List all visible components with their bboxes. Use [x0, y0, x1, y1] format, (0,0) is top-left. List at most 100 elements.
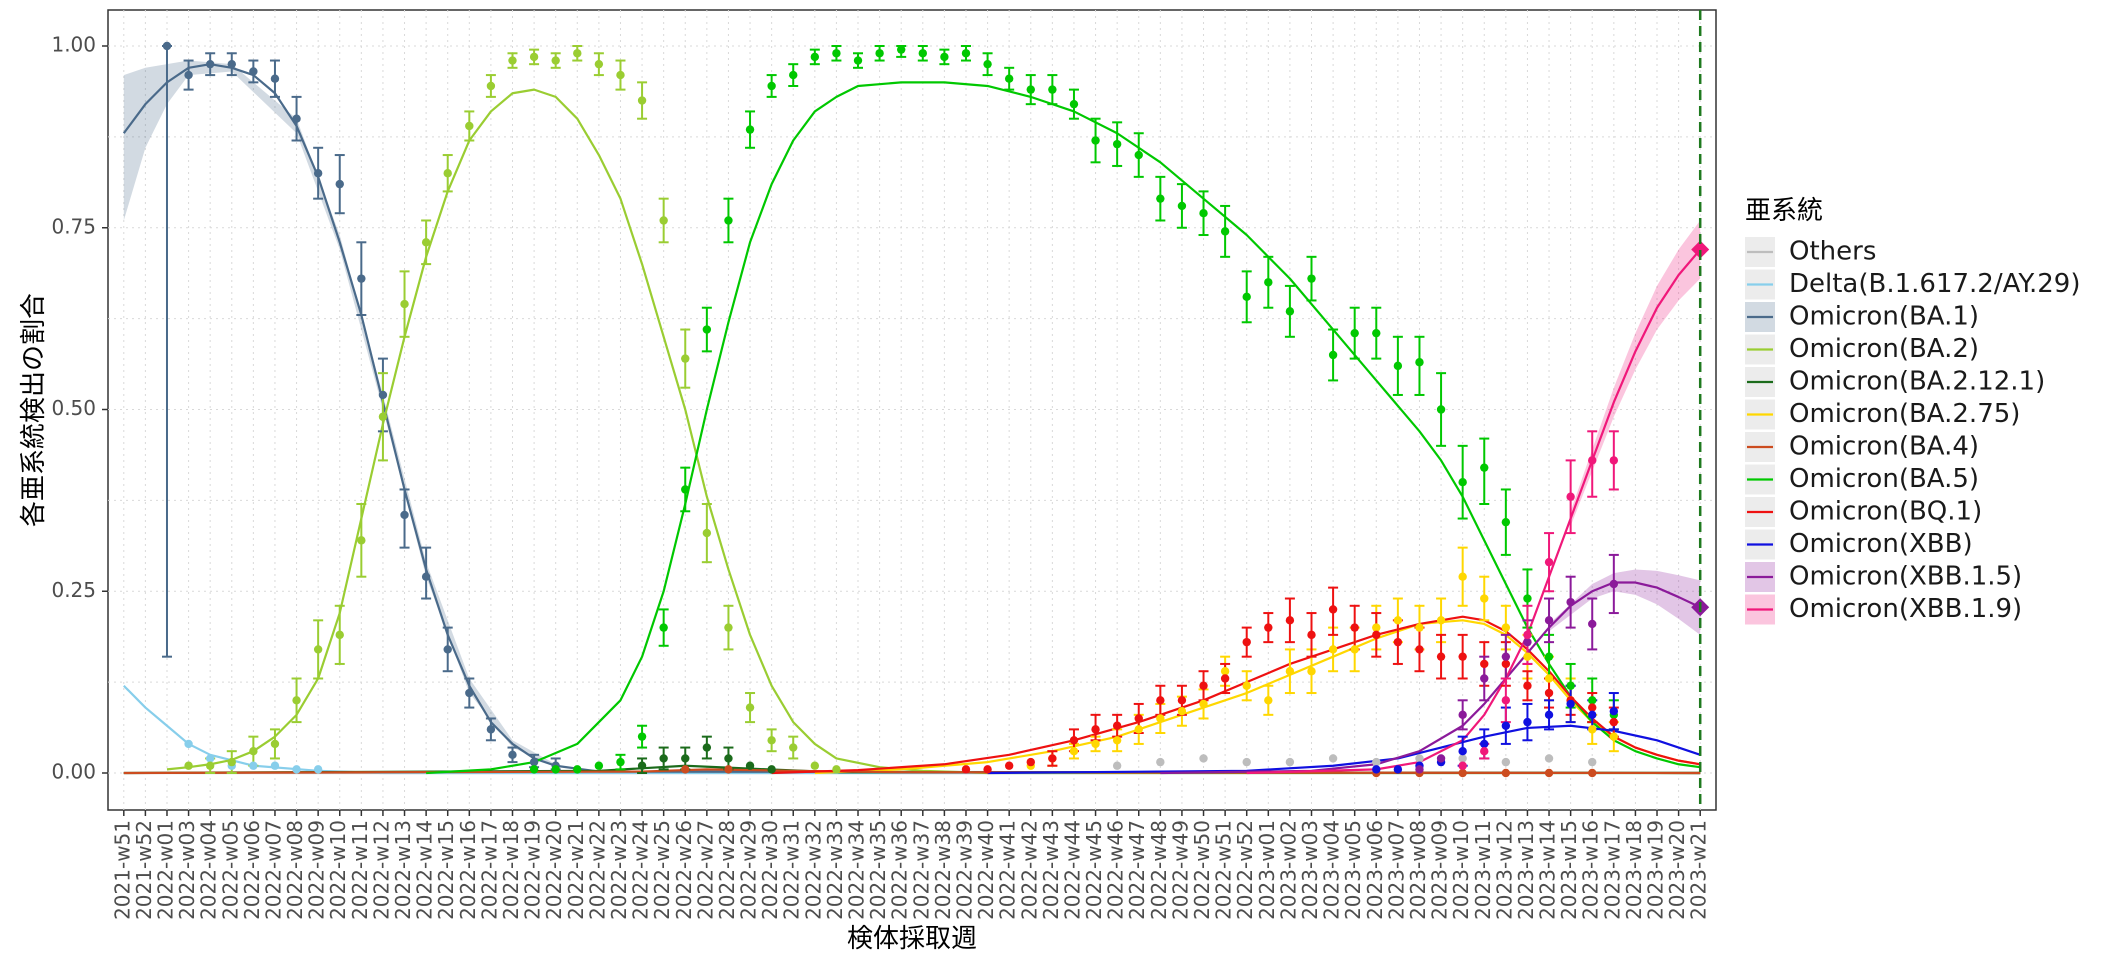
data-point: [529, 765, 539, 774]
x-tick-label: 2022-w04: [197, 820, 221, 920]
data-point: [313, 169, 323, 178]
x-tick-label: 2023-w07: [1384, 820, 1408, 920]
data-point: [1372, 765, 1381, 774]
data-point: [270, 739, 280, 749]
x-tick-label: 2023-w19: [1644, 820, 1668, 920]
data-point: [1134, 150, 1143, 160]
data-point: [1285, 307, 1295, 316]
x-tick-label: 2022-w14: [413, 820, 437, 920]
data-point: [313, 645, 323, 654]
data-point: [1069, 746, 1079, 756]
data-point: [1480, 746, 1489, 756]
data-point: [616, 70, 625, 80]
data-point: [1436, 616, 1446, 625]
x-tick-label: 2022-w41: [996, 820, 1020, 920]
data-point: [1393, 616, 1403, 625]
data-point: [1156, 194, 1165, 203]
data-point: [1199, 699, 1208, 709]
x-tick-label: 2022-w08: [283, 820, 307, 920]
data-point: [659, 216, 668, 225]
data-point: [1544, 768, 1554, 778]
data-point: [1523, 594, 1532, 603]
data-point: [443, 645, 452, 654]
data-point: [1415, 645, 1424, 654]
data-point: [961, 765, 971, 774]
data-point: [1328, 605, 1338, 614]
data-point: [810, 761, 820, 770]
data-point: [1523, 717, 1532, 727]
x-tick-label: 2022-w51: [1212, 820, 1236, 920]
data-point: [1588, 710, 1597, 720]
x-tick-label: 2022-w47: [1125, 820, 1149, 920]
data-point: [1588, 757, 1597, 767]
data-point: [1004, 74, 1014, 83]
data-point: [1458, 768, 1467, 778]
x-tick-label: 2022-w48: [1147, 820, 1171, 920]
data-point: [940, 52, 949, 62]
data-point: [1156, 696, 1165, 705]
data-point: [357, 536, 366, 545]
data-point: [1199, 681, 1208, 690]
data-point: [1523, 681, 1532, 690]
data-point: [637, 761, 647, 770]
data-point: [1458, 761, 1467, 770]
data-point: [162, 41, 172, 51]
x-tick-label: 2022-w18: [499, 820, 523, 920]
x-tick-label: 2022-w46: [1104, 820, 1128, 920]
data-point: [1544, 674, 1554, 683]
data-point: [1566, 681, 1575, 690]
x-tick-label: 2023-w12: [1492, 820, 1516, 920]
data-point: [1220, 667, 1230, 676]
data-point: [1328, 645, 1338, 654]
axes: 0.000.250.500.751.002021-w512021-w522022…: [51, 10, 1711, 920]
fitted-line: [166, 88, 1701, 775]
data-point: [1415, 754, 1424, 763]
data-point: [1307, 630, 1316, 640]
x-tick-label: 2022-w11: [348, 820, 372, 920]
x-tick-label: 2022-w01: [153, 820, 177, 920]
data-point: [1501, 696, 1511, 705]
data-point: [1328, 754, 1338, 763]
data-point: [702, 528, 712, 538]
data-point: [1372, 630, 1381, 640]
x-tick-label: 2023-w18: [1622, 820, 1646, 920]
data-point: [249, 67, 258, 76]
data-point: [1458, 754, 1467, 763]
data-point: [1480, 739, 1489, 749]
data-point: [832, 49, 841, 58]
x-tick-label: 2022-w45: [1082, 820, 1106, 920]
data-point: [1436, 652, 1446, 661]
data-point: [983, 765, 992, 774]
legend-label: Omicron(BA.4): [1789, 432, 1979, 462]
data-point: [529, 757, 539, 767]
x-tick-label: 2022-w19: [521, 820, 545, 920]
x-tick-label: 2022-w37: [909, 820, 933, 920]
y-tick-label: 1.00: [51, 33, 96, 57]
data-point: [270, 74, 280, 83]
data-point: [1177, 201, 1187, 211]
data-point: [400, 299, 409, 309]
data-point: [1307, 274, 1316, 283]
data-point: [659, 623, 668, 632]
data-point: [1156, 757, 1165, 767]
data-point: [335, 179, 344, 189]
x-tick-label: 2022-w34: [845, 820, 869, 920]
data-point: [1004, 761, 1014, 770]
data-point: [1220, 227, 1230, 236]
legend-label: Omicron(BQ.1): [1789, 497, 1982, 527]
y-tick-label: 0.25: [51, 578, 96, 602]
confidence-bands: [123, 60, 1701, 768]
data-point: [486, 81, 496, 91]
x-axis-title: 検体採取週: [847, 924, 977, 954]
data-point: [918, 49, 927, 58]
data-point: [573, 765, 582, 774]
data-point: [1264, 278, 1273, 287]
data-point: [1091, 725, 1100, 734]
legend-label: Omicron(BA.2.12.1): [1789, 367, 2045, 397]
x-tick-label: 2022-w07: [261, 820, 285, 920]
data-point: [227, 59, 236, 69]
data-point: [184, 761, 193, 770]
x-tick-label: 2023-w16: [1579, 820, 1603, 920]
data-point: [961, 49, 971, 58]
data-point: [1501, 623, 1511, 632]
